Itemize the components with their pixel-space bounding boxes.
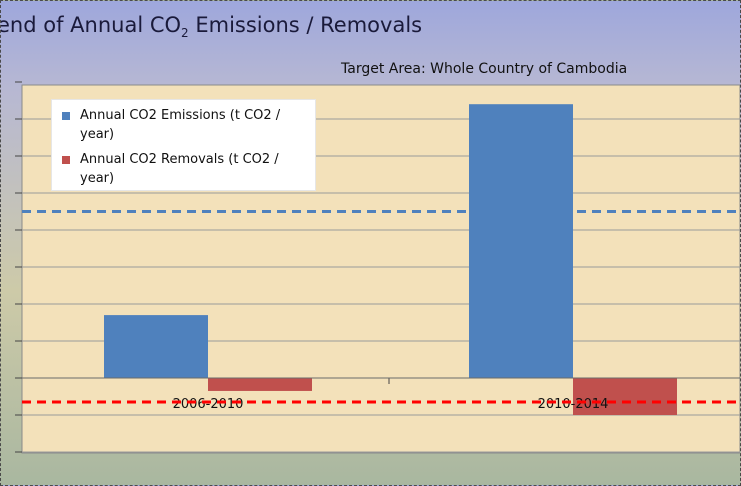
legend-label-removals: Annual CO2 Removals (t CO2 / year)	[80, 152, 279, 186]
x-tick-label-0: 2006-2010	[173, 397, 244, 412]
bar-removals-1	[573, 378, 677, 415]
x-tick-label-1: 2010-2014	[538, 397, 609, 412]
chart-title: end of Annual CO2 Emissions / Removals	[0, 13, 423, 41]
legend-label-emissions: Annual CO2 Emissions (t CO2 / year)	[80, 108, 281, 142]
chart-title-subscript: 2	[181, 26, 189, 41]
legend-swatch-emissions	[62, 112, 70, 120]
legend-item-removals: Annual CO2 Removals (t CO2 / year)	[60, 150, 307, 188]
chart-subtitle: Target Area: Whole Country of Cambodia	[341, 61, 628, 77]
legend-swatch-removals	[62, 156, 70, 164]
chart-title-suffix: Emissions / Removals	[188, 13, 423, 37]
chart-legend: Annual CO2 Emissions (t CO2 / year) Annu…	[51, 99, 316, 191]
chart-title-prefix: end of Annual CO	[0, 13, 182, 37]
legend-item-emissions: Annual CO2 Emissions (t CO2 / year)	[60, 106, 307, 144]
bar-emissions-1	[469, 104, 573, 378]
bar-removals-0	[208, 378, 312, 391]
bar-emissions-0	[104, 315, 208, 378]
